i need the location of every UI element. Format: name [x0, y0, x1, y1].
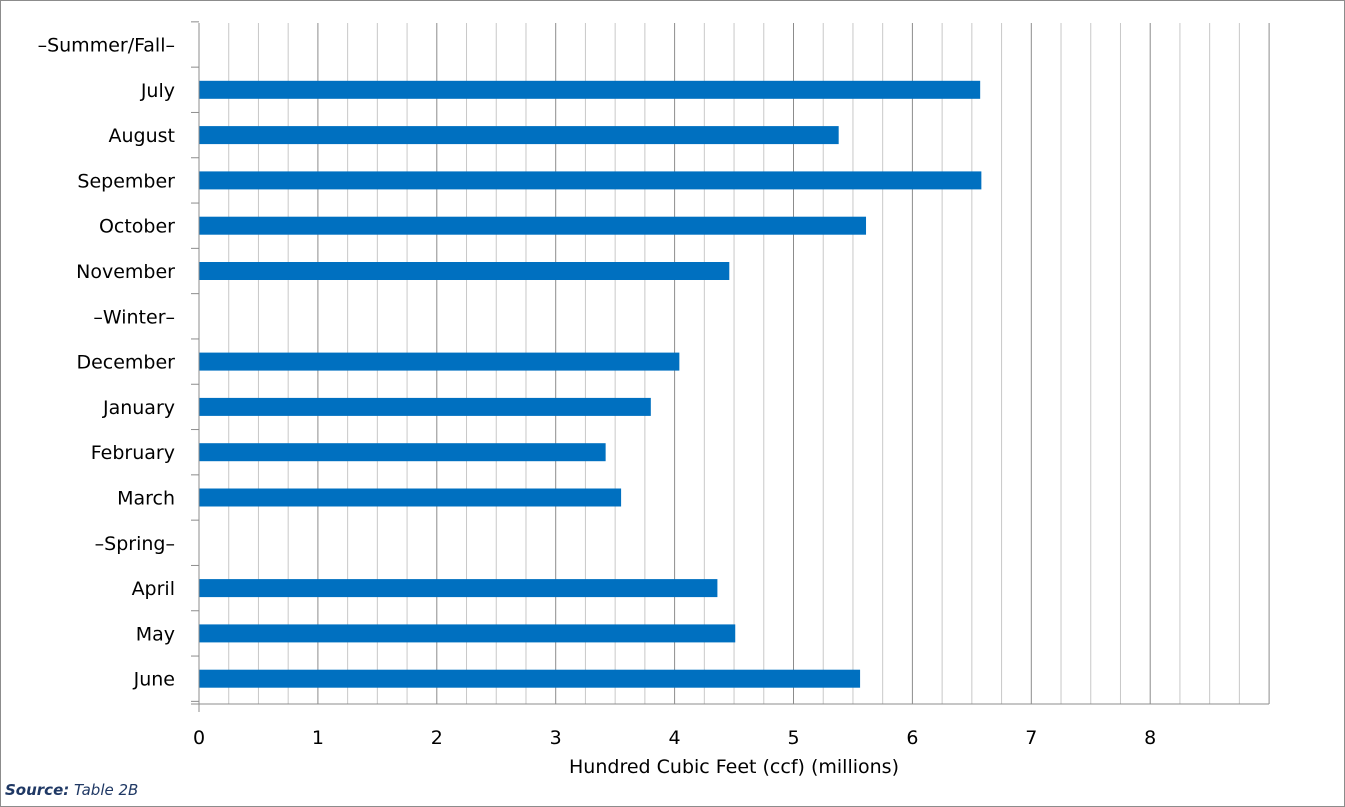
- x-tick-label: 0: [193, 727, 205, 749]
- x-tick-label: 5: [787, 727, 799, 749]
- category-label: August: [109, 125, 176, 147]
- bar: [199, 126, 839, 145]
- bars: [199, 80, 982, 688]
- category-label: –Winter–: [93, 306, 175, 328]
- bar: [199, 216, 867, 235]
- axes: [191, 21, 1269, 712]
- category-label: June: [133, 669, 175, 691]
- category-label: November: [76, 261, 175, 283]
- bar: [199, 171, 982, 190]
- x-tick-label: 2: [431, 727, 443, 749]
- x-axis-title: Hundred Cubic Feet (ccf) (millions): [569, 756, 899, 778]
- bar: [199, 669, 861, 688]
- bar: [199, 80, 981, 99]
- bar: [199, 579, 718, 598]
- category-label: January: [102, 397, 175, 419]
- source-label: Source:: [5, 781, 70, 799]
- category-label: February: [91, 442, 175, 464]
- bar: [199, 352, 680, 371]
- source-text: Table 2B: [74, 781, 139, 799]
- category-label: March: [117, 488, 175, 510]
- category-label: Sepember: [77, 170, 175, 192]
- bar: [199, 443, 606, 462]
- category-label: October: [99, 216, 175, 238]
- bar: [199, 397, 651, 416]
- x-tick-label: 1: [312, 727, 324, 749]
- category-label: –Spring–: [95, 533, 175, 555]
- bar: [199, 624, 736, 643]
- category-label: July: [140, 80, 175, 102]
- x-tick-label: 6: [906, 727, 918, 749]
- x-tick-label: 4: [669, 727, 681, 749]
- category-label: May: [136, 623, 175, 645]
- bar: [199, 488, 622, 507]
- source-note: Source: Table 2B: [5, 781, 138, 799]
- category-label: –Summer/Fall–: [38, 35, 175, 57]
- bar: [199, 262, 730, 280]
- labels: –Summer/Fall– July August Sepember October No…: [38, 35, 1157, 779]
- x-tick-label: 7: [1025, 727, 1037, 749]
- x-tick-label: 8: [1144, 727, 1156, 749]
- category-label: April: [132, 578, 175, 600]
- category-label: December: [76, 352, 175, 374]
- x-tick-label: 3: [550, 727, 562, 749]
